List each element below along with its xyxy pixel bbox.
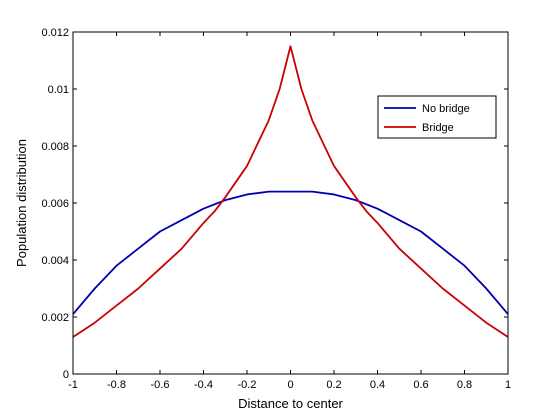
series-line-no-bridge (72, 190, 509, 315)
x-tick-label: -0.6 (151, 379, 170, 391)
legend-box (377, 95, 497, 139)
x-tick-label: 0.2 (326, 379, 341, 391)
y-tick-label: 0.004 (41, 255, 69, 267)
legend: No bridge Bridge (377, 95, 497, 139)
legend-entry-label: Bridge (422, 122, 454, 134)
y-axis-label: Population distribution (14, 139, 29, 267)
x-axis-label: Distance to center (238, 396, 343, 411)
y-tick-label: 0.012 (41, 27, 69, 39)
y-tick-label: 0.002 (41, 312, 69, 324)
y-tick-label: 0.006 (41, 198, 69, 210)
x-tick-label: 0.4 (370, 379, 385, 391)
x-tick-label: 1 (505, 379, 511, 391)
series-layer (72, 45, 509, 338)
ticks-layer: -1 -0.8 -0.6 -0.4 -0.2 0 0.2 0.4 0.6 0.8 1 0 0.002 0.… (41, 27, 511, 391)
x-tick-label: 0.6 (413, 379, 428, 391)
legend-entry-label: No bridge (422, 103, 470, 115)
x-tick-label: -0.4 (194, 379, 213, 391)
x-tick-label: -0.8 (107, 379, 126, 391)
x-tick-label: -0.2 (238, 379, 257, 391)
series-line-bridge (72, 45, 509, 338)
y-tick-label: 0.008 (41, 141, 69, 153)
x-tick-label: 0 (287, 379, 293, 391)
y-tick-label: 0 (63, 369, 69, 381)
x-tick-label: -1 (68, 379, 78, 391)
x-tick-label: 0.8 (457, 379, 472, 391)
y-tick-label: 0.01 (48, 84, 69, 96)
